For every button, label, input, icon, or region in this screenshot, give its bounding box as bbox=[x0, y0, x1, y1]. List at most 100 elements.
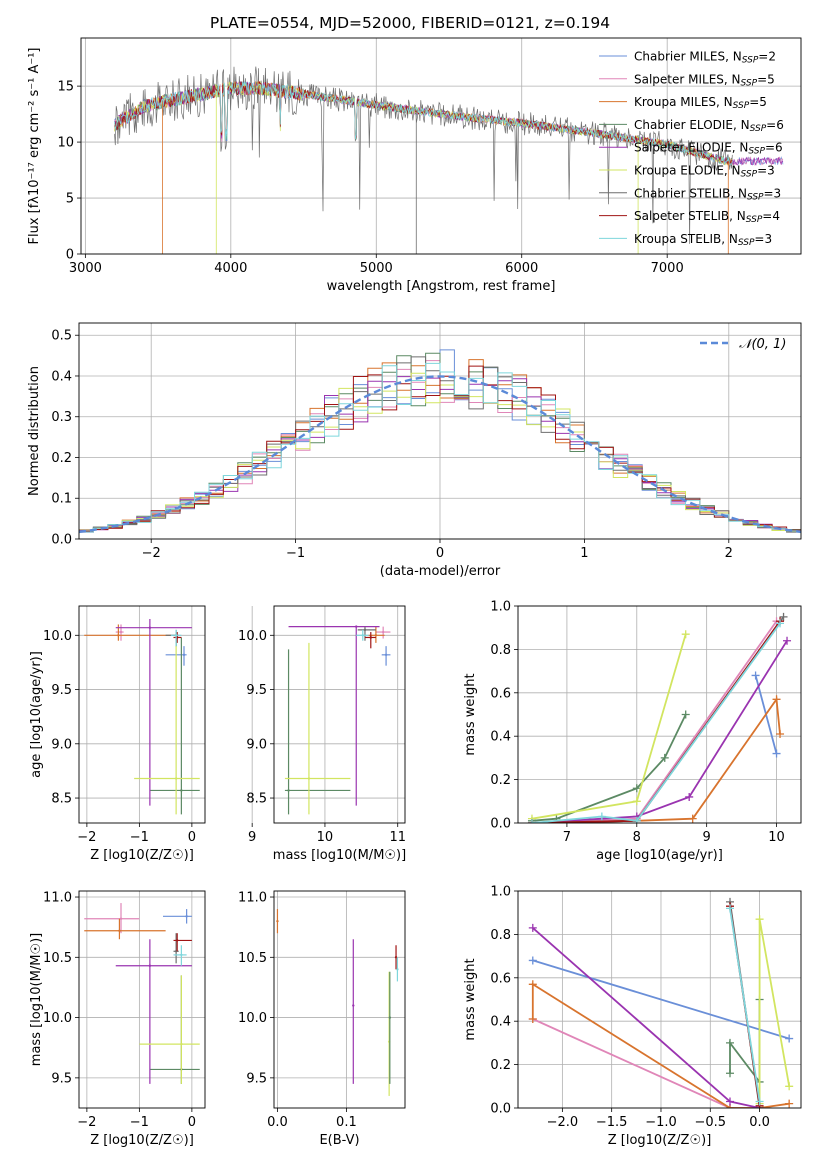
y-axis-label: Flux [fλ10⁻¹⁷ erg cm⁻² s⁻¹ A⁻¹] bbox=[27, 48, 42, 245]
panel-2: −2 −1 0 8.5 9.0 9.5 10.0 Z [log10(Z/Z☉)] age [lo… bbox=[29, 605, 206, 863]
axes-frame bbox=[80, 37, 802, 255]
y-tick-label: 0.2 bbox=[51, 451, 72, 466]
y-tick-label: 0.0 bbox=[490, 817, 511, 832]
point-chabrier_elodie bbox=[388, 1016, 392, 1019]
y-tick-label: 0.3 bbox=[51, 410, 72, 425]
x-tick-label: 0 bbox=[436, 546, 444, 561]
marker-kroupa_stelib bbox=[527, 819, 536, 823]
point-kroupa_miles bbox=[117, 634, 120, 637]
x-axis-label: age [log10(age/yr)] bbox=[596, 848, 723, 863]
y-tick-label: 0.6 bbox=[490, 686, 511, 701]
x-tick-label: −1 bbox=[286, 546, 305, 561]
marker-chabrier_stelib bbox=[779, 612, 788, 621]
x-axis-label: wavelength [Angstrom, rest frame] bbox=[327, 279, 556, 294]
y-tick-label: 9.5 bbox=[51, 683, 72, 698]
marker-kroupa_elodie bbox=[632, 797, 641, 806]
y-tick-label: 9.5 bbox=[246, 1071, 267, 1086]
x-tick-label: 7 bbox=[563, 830, 571, 845]
x-tick-label: 0 bbox=[188, 830, 196, 845]
y-tick-label: 0.1 bbox=[51, 492, 72, 507]
marker-kroupa_elodie bbox=[755, 915, 764, 924]
x-tick-label: 3000 bbox=[69, 261, 102, 276]
y-tick-label: 10.0 bbox=[238, 629, 267, 644]
point-kroupa_stelib bbox=[174, 634, 178, 637]
x-tick-label: 0.0 bbox=[267, 1115, 288, 1130]
marker-kroupa_miles bbox=[776, 730, 785, 739]
line-kroupa_elodie bbox=[531, 633, 687, 820]
plot-area bbox=[528, 897, 794, 1108]
line-kroupa_elodie bbox=[758, 919, 791, 1104]
legend-entry: Chabrier MILES, NSSP=2 bbox=[634, 50, 776, 66]
y-axis-label: mass [log10(M/M☉)] bbox=[29, 933, 44, 1066]
y-tick-label: 10.0 bbox=[238, 1011, 267, 1026]
panel-7: −2.0 −1.5 −1.0 −0.5 0.0 0.0 0.2 0.4 0.6 0.8 1.0 Z [… bbox=[463, 885, 802, 1148]
point-salpeter_elodie bbox=[148, 626, 152, 629]
marker-chabrier_elodie bbox=[681, 710, 690, 719]
x-tick-label: −1.5 bbox=[596, 1115, 628, 1130]
point-salpeter_miles bbox=[381, 630, 385, 634]
point-kroupa_elodie bbox=[307, 777, 311, 780]
point-kroupa_elodie bbox=[180, 1042, 183, 1046]
x-tick-label: −2 bbox=[142, 546, 161, 561]
marker-kroupa_stelib bbox=[597, 812, 606, 821]
plot-area bbox=[114, 66, 784, 254]
plot-area bbox=[276, 909, 399, 1096]
x-axis-label: Z [log10(Z/Z☉)] bbox=[90, 1133, 194, 1148]
legend-entry: 𝒩(0, 1) bbox=[739, 337, 786, 352]
point-salpeter_stelib bbox=[369, 636, 372, 639]
axes-frame bbox=[78, 605, 206, 824]
point-chabrier_miles bbox=[384, 653, 388, 657]
point-salpeter_stelib bbox=[175, 939, 179, 942]
y-axis-label: mass weight bbox=[463, 673, 478, 755]
marker-kroupa_stelib bbox=[776, 619, 785, 628]
legend-entry: Salpeter ELODIE, NSSP=6 bbox=[634, 141, 783, 157]
marker-kroupa_elodie bbox=[681, 630, 690, 639]
marker-chabrier_miles bbox=[772, 749, 781, 758]
x-tick-label: −2.0 bbox=[547, 1115, 579, 1130]
marker-salpeter_elodie bbox=[726, 1097, 735, 1106]
axes-frame bbox=[517, 605, 802, 824]
y-tick-label: 8.5 bbox=[246, 792, 267, 807]
x-tick-label: 0.0 bbox=[749, 1115, 770, 1130]
legend: Chabrier MILES, NSSP=2 Salpeter MILES, NS… bbox=[599, 50, 784, 248]
marker-kroupa_miles bbox=[772, 695, 781, 704]
panel-3: 9 10 11 8.5 9.0 9.5 10.0 mass [log10(M/M☉)] bbox=[238, 605, 406, 863]
x-tick-label: −1.0 bbox=[645, 1115, 677, 1130]
axes-frame bbox=[78, 322, 802, 540]
line-salpeter_miles bbox=[532, 1018, 760, 1108]
legend-entry: Chabrier STELIB, NSSP=3 bbox=[634, 186, 781, 202]
line-chabrier_elodie bbox=[531, 714, 687, 822]
spectrum-line-kroupa_stelib bbox=[114, 81, 733, 165]
legend-entry: Kroupa STELIB, NSSP=3 bbox=[634, 232, 772, 248]
y-tick-label: 0 bbox=[66, 248, 74, 263]
y-tick-label: 5 bbox=[66, 192, 74, 207]
marker-kroupa_stelib bbox=[726, 904, 735, 913]
y-tick-label: 11.0 bbox=[43, 891, 72, 906]
y-tick-label: 8.5 bbox=[51, 792, 72, 807]
y-tick-label: 0.8 bbox=[490, 643, 511, 658]
x-tick-label: 9 bbox=[703, 830, 711, 845]
y-tick-label: 9.5 bbox=[51, 1071, 72, 1086]
x-tick-label: 10 bbox=[317, 830, 334, 845]
plot-area bbox=[84, 619, 200, 815]
plot-area bbox=[527, 612, 792, 823]
x-axis-label: Z [log10(Z/Z☉)] bbox=[90, 848, 194, 863]
point-kroupa_miles bbox=[374, 634, 378, 637]
legend-entry: Kroupa MILES, NSSP=5 bbox=[634, 95, 767, 111]
point-chabrier_stelib bbox=[363, 628, 367, 632]
marker-kroupa_miles bbox=[528, 1015, 537, 1024]
x-tick-label: 11 bbox=[389, 830, 406, 845]
legend-entry: Kroupa ELODIE, NSSP=3 bbox=[634, 164, 775, 180]
axes-frame bbox=[78, 890, 206, 1109]
point-salpeter_elodie bbox=[148, 964, 152, 967]
y-tick-label: 10.0 bbox=[43, 629, 72, 644]
y-tick-label: 0.2 bbox=[490, 773, 511, 788]
y-tick-label: 0.4 bbox=[51, 369, 72, 384]
x-tick-label: 0 bbox=[188, 1115, 196, 1130]
marker-kroupa_elodie bbox=[785, 1082, 794, 1091]
x-tick-label: 6000 bbox=[505, 261, 538, 276]
line-kroupa_stelib bbox=[729, 908, 761, 1102]
y-tick-label: 0.8 bbox=[490, 928, 511, 943]
marker-kroupa_miles bbox=[688, 814, 697, 823]
y-tick-label: 0.5 bbox=[51, 329, 72, 344]
